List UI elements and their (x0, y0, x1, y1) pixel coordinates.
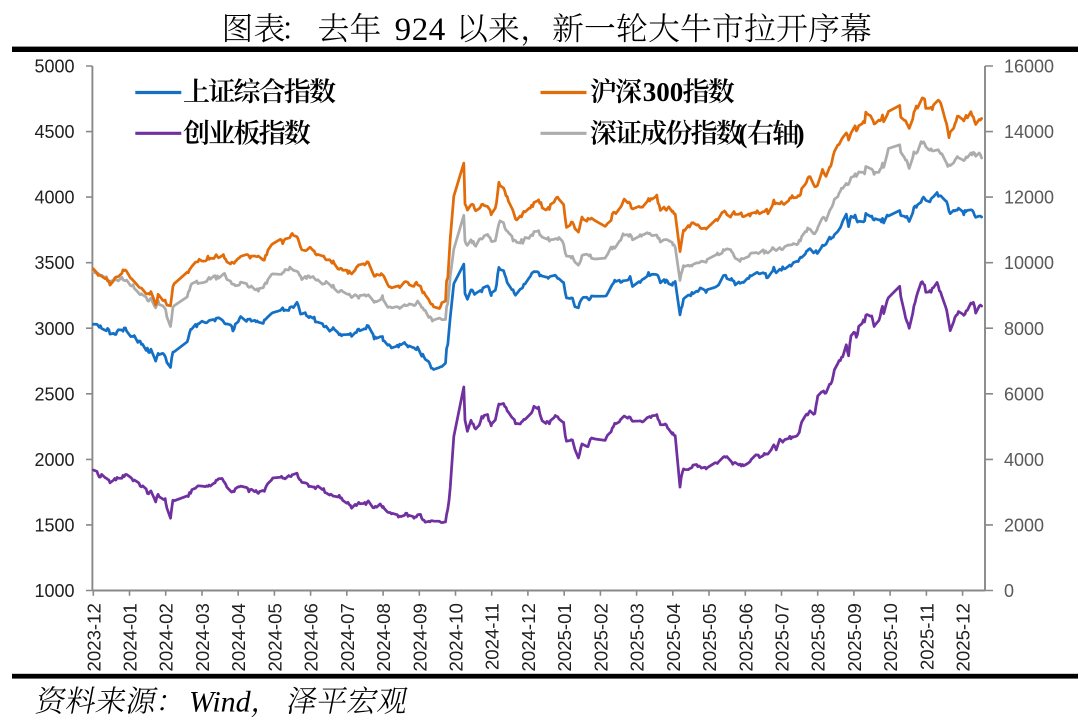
svg-text:16000: 16000 (1004, 57, 1054, 77)
svg-text:2024-04: 2024-04 (228, 603, 249, 671)
svg-text:2025-07: 2025-07 (772, 603, 793, 671)
svg-text:2024-07: 2024-07 (337, 603, 358, 671)
svg-text:4500: 4500 (34, 122, 74, 142)
svg-text:924: 924 (395, 12, 446, 48)
svg-text:2023-12: 2023-12 (83, 603, 104, 671)
svg-text:2500: 2500 (34, 384, 74, 404)
svg-text:2025-02: 2025-02 (590, 603, 611, 671)
svg-text:2025-06: 2025-06 (735, 603, 756, 671)
svg-text:2024-09: 2024-09 (409, 603, 430, 671)
svg-text:2024-08: 2024-08 (373, 603, 394, 671)
svg-text:3000: 3000 (34, 319, 74, 339)
svg-text:8000: 8000 (1004, 319, 1044, 339)
svg-text:2025-01: 2025-01 (554, 603, 575, 671)
svg-text:2025-10: 2025-10 (880, 603, 901, 671)
svg-text:1500: 1500 (34, 515, 74, 535)
svg-text:2024-03: 2024-03 (192, 603, 213, 671)
svg-text:2024-02: 2024-02 (156, 603, 177, 671)
svg-text:): ) (796, 119, 805, 149)
svg-text:(: ( (739, 119, 748, 149)
svg-text:2024-05: 2024-05 (264, 603, 285, 671)
svg-text:2025-09: 2025-09 (844, 603, 865, 671)
svg-text:300: 300 (643, 77, 684, 107)
svg-text:2025-04: 2025-04 (663, 603, 684, 671)
svg-text:10000: 10000 (1004, 253, 1054, 273)
svg-text:4000: 4000 (34, 188, 74, 208)
svg-text:12000: 12000 (1004, 188, 1054, 208)
svg-text:2025-03: 2025-03 (627, 603, 648, 671)
svg-text:2024-06: 2024-06 (301, 603, 322, 671)
svg-text:3500: 3500 (34, 253, 74, 273)
svg-text:2024-01: 2024-01 (120, 603, 141, 671)
svg-text:2000: 2000 (34, 450, 74, 470)
svg-text:2025-05: 2025-05 (699, 603, 720, 671)
svg-text:1000: 1000 (34, 581, 74, 601)
svg-text:2000: 2000 (1004, 515, 1044, 535)
svg-text:14000: 14000 (1004, 122, 1054, 142)
svg-text:6000: 6000 (1004, 384, 1044, 404)
svg-text:2025-08: 2025-08 (808, 603, 829, 671)
svg-text:0: 0 (1004, 581, 1014, 601)
svg-text:2025-11: 2025-11 (916, 603, 937, 670)
svg-text:Wind: Wind (189, 686, 252, 719)
svg-text:2024-12: 2024-12 (518, 603, 539, 671)
svg-text:2024-10: 2024-10 (446, 603, 467, 671)
svg-text:2025-12: 2025-12 (953, 603, 974, 671)
svg-text:5000: 5000 (34, 57, 74, 77)
svg-text:4000: 4000 (1004, 450, 1044, 470)
svg-text:2024-11: 2024-11 (482, 603, 503, 670)
